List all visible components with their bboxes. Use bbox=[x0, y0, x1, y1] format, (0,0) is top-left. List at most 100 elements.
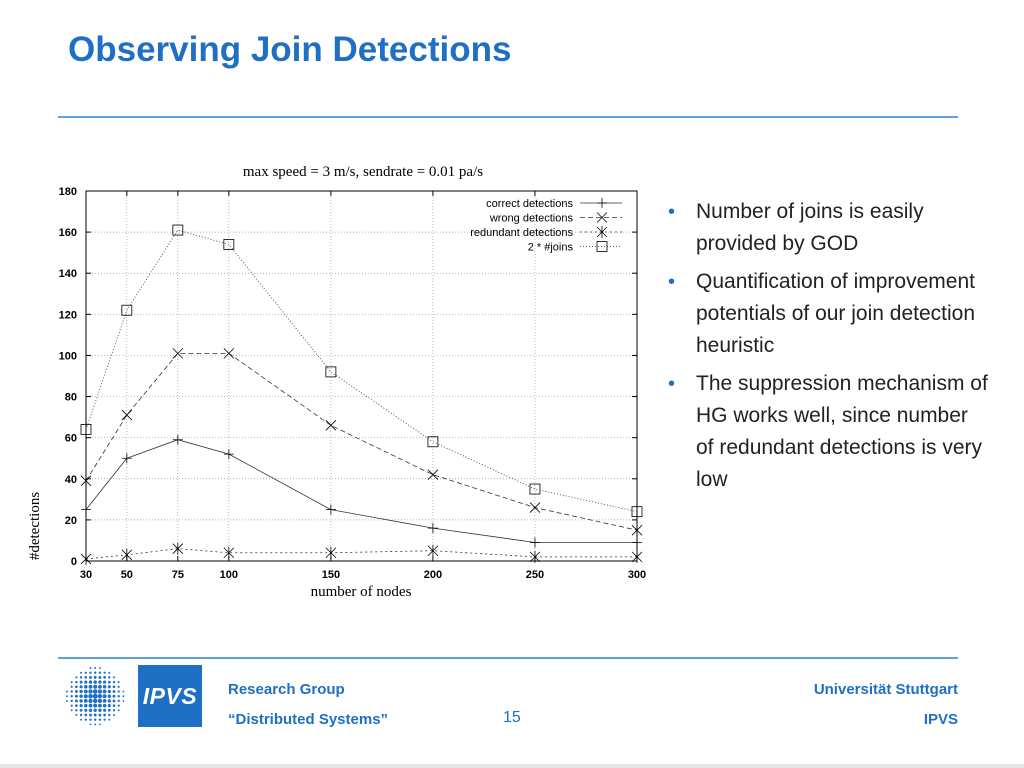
logo-dot bbox=[88, 684, 93, 689]
logo-dot bbox=[93, 671, 97, 674]
logo-dot bbox=[89, 723, 92, 726]
logo-dot bbox=[117, 695, 120, 698]
logo-dot bbox=[112, 704, 116, 707]
logo-dot bbox=[107, 689, 111, 694]
logo-dot bbox=[112, 713, 116, 717]
data-point-marker bbox=[121, 304, 133, 316]
logo-dot bbox=[108, 671, 111, 674]
data-point-marker bbox=[325, 546, 337, 559]
logo-dot bbox=[98, 713, 102, 717]
logo-dot bbox=[108, 718, 111, 721]
title-divider bbox=[58, 116, 958, 118]
data-point-marker bbox=[80, 424, 92, 435]
logo-dot bbox=[84, 703, 88, 708]
logo-dot bbox=[70, 685, 73, 688]
data-point-marker bbox=[223, 239, 235, 250]
logo-dot bbox=[117, 681, 120, 684]
logo-dot bbox=[102, 689, 107, 694]
logo-dot bbox=[75, 709, 78, 712]
logo-dot bbox=[84, 708, 88, 712]
logo-dot bbox=[103, 718, 106, 721]
x-tick-label: 300 bbox=[628, 569, 646, 581]
data-point-marker bbox=[427, 436, 439, 448]
data-point-marker bbox=[631, 524, 643, 536]
y-tick-label: 60 bbox=[65, 433, 77, 445]
x-tick-label: 100 bbox=[220, 569, 238, 581]
logo-dot bbox=[112, 694, 116, 698]
logo-dot bbox=[80, 671, 83, 674]
logo-dot bbox=[84, 676, 88, 679]
data-point-marker bbox=[325, 504, 336, 515]
bullet-item: • Number of joins is easily provided by G… bbox=[668, 196, 988, 260]
logo-dot bbox=[117, 685, 120, 688]
logo-dot bbox=[84, 685, 88, 689]
logo-dot bbox=[103, 708, 107, 712]
bullet-icon: • bbox=[668, 271, 676, 293]
logo-dot bbox=[80, 718, 83, 721]
x-axis-label: number of nodes bbox=[311, 584, 412, 600]
distributed-systems-label: “Distributed Systems” bbox=[228, 711, 389, 728]
logo-dot bbox=[70, 704, 73, 707]
logo-dot bbox=[92, 689, 98, 694]
institute-label: IPVS bbox=[923, 711, 958, 728]
logo-dot bbox=[103, 676, 106, 679]
logo-dot bbox=[70, 709, 73, 712]
data-point-marker bbox=[121, 409, 133, 421]
logo-dot bbox=[97, 684, 102, 689]
y-tick-label: 100 bbox=[59, 350, 77, 362]
data-point-marker bbox=[172, 542, 184, 555]
logo-dot bbox=[66, 695, 68, 698]
data-point-marker bbox=[172, 348, 184, 359]
logo-dot bbox=[74, 694, 78, 698]
y-tick-label: 160 bbox=[59, 227, 77, 239]
logo-dot bbox=[70, 681, 73, 684]
logo-dot bbox=[122, 699, 125, 702]
data-point-marker bbox=[427, 469, 439, 480]
logo-dot bbox=[107, 704, 111, 708]
logo-dot bbox=[88, 689, 93, 694]
legend-marker bbox=[597, 198, 607, 208]
series-line bbox=[85, 548, 637, 560]
logo-dot bbox=[93, 684, 98, 689]
logo-dot bbox=[89, 675, 92, 679]
logo-dot bbox=[75, 704, 78, 707]
logo-dot bbox=[79, 676, 83, 679]
data-point-marker bbox=[80, 552, 92, 565]
logo-dot bbox=[98, 723, 101, 726]
logo-dot bbox=[83, 689, 88, 694]
logo-dot bbox=[102, 703, 107, 708]
logo-dot bbox=[98, 667, 101, 669]
logo-dot bbox=[88, 680, 93, 684]
logo-dot bbox=[84, 680, 88, 684]
y-tick-label: 40 bbox=[65, 474, 77, 486]
logo-dot bbox=[97, 703, 102, 708]
logo-dot bbox=[89, 718, 92, 721]
data-point-marker bbox=[172, 434, 183, 445]
logo-dot bbox=[93, 675, 97, 679]
legend-marker bbox=[596, 212, 608, 223]
legend-marker bbox=[596, 226, 608, 238]
y-tick-label: 0 bbox=[71, 556, 77, 568]
logo-dot bbox=[92, 693, 98, 699]
logo-dot bbox=[79, 694, 83, 698]
logo-dot bbox=[93, 703, 98, 708]
x-tick-label: 30 bbox=[80, 569, 92, 581]
logo-dot bbox=[98, 671, 102, 674]
legend-label: redundant detections bbox=[470, 227, 573, 239]
y-tick-label: 20 bbox=[65, 515, 77, 527]
data-point-marker bbox=[631, 506, 643, 518]
logo-dot bbox=[79, 713, 83, 717]
y-tick-label: 120 bbox=[59, 309, 77, 321]
logo-dot bbox=[88, 708, 93, 712]
logo-dot bbox=[117, 709, 120, 712]
logo-dot bbox=[88, 698, 93, 704]
data-point-marker bbox=[427, 523, 438, 534]
logo-dot bbox=[103, 680, 107, 684]
logo-dot bbox=[89, 671, 92, 674]
bullet-icon: • bbox=[668, 373, 676, 395]
logo-dot bbox=[103, 713, 106, 717]
logo-dot bbox=[122, 690, 125, 693]
data-point-marker bbox=[529, 550, 541, 563]
logo-dot bbox=[74, 690, 78, 693]
data-point-marker bbox=[172, 224, 184, 236]
